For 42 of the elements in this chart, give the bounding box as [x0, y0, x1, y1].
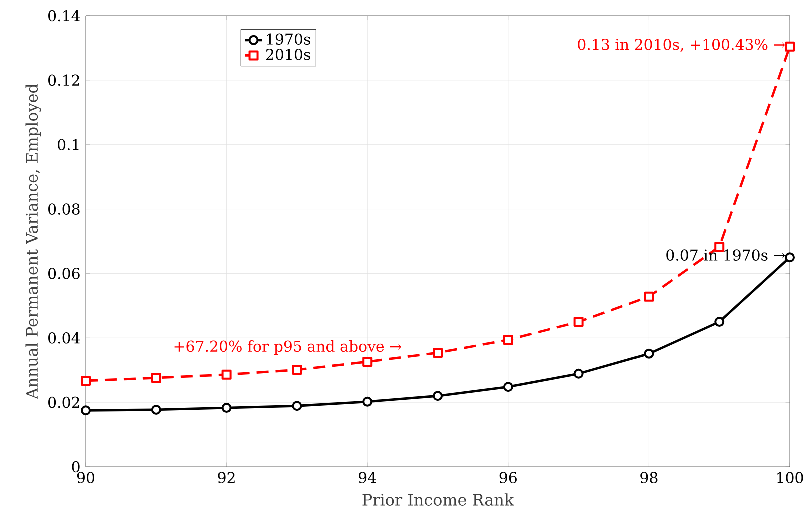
- point: [222, 403, 232, 414]
- legend-label: 2010s: [266, 49, 310, 60]
- y-tick-label: 0.04: [48, 332, 80, 344]
- y-tick-label: 0.12: [48, 74, 80, 86]
- annotation: 0.13 in 2010s, +100.43% →: [578, 39, 786, 52]
- point: [433, 391, 444, 402]
- point: [503, 335, 514, 346]
- point: [433, 348, 444, 358]
- annotation: +67.20% for p95 and above →: [174, 340, 402, 355]
- x-tick-label: 98: [640, 472, 658, 484]
- annotation: 0.07 in 1970s →: [666, 250, 786, 261]
- point: [362, 356, 373, 367]
- point: [292, 365, 302, 376]
- legend-label: 1970s: [267, 34, 310, 46]
- y-tick-label: 0: [72, 461, 80, 473]
- y-tick-label: 0.08: [48, 204, 80, 215]
- x-tick-label: 100: [778, 472, 804, 484]
- point: [222, 370, 232, 380]
- y-tick-label: 0.02: [48, 396, 80, 408]
- point: [644, 292, 654, 302]
- x-tick-label: 92: [218, 472, 235, 484]
- point: [151, 404, 162, 415]
- y-tick-label: 0.14: [48, 10, 80, 22]
- y-tick-label: 0.1: [58, 139, 79, 151]
- x-tick-label: 94: [359, 472, 376, 484]
- x-tick-label: 96: [500, 472, 517, 484]
- x-tick-label: 90: [77, 472, 95, 484]
- point: [81, 376, 91, 386]
- point: [503, 382, 514, 392]
- point: [714, 317, 725, 328]
- point: [574, 317, 584, 328]
- point: [785, 252, 796, 263]
- point: [81, 406, 91, 416]
- y-tick-label: 0.06: [48, 268, 80, 280]
- y-axis-title: Annual Permanent Variance, Employed: [26, 84, 42, 400]
- point: [151, 373, 162, 384]
- x-axis-title: Prior Income Rank: [362, 494, 514, 506]
- point: [574, 368, 584, 379]
- point: [362, 396, 373, 407]
- point: [785, 42, 796, 52]
- point: [292, 401, 302, 412]
- point: [644, 348, 654, 359]
